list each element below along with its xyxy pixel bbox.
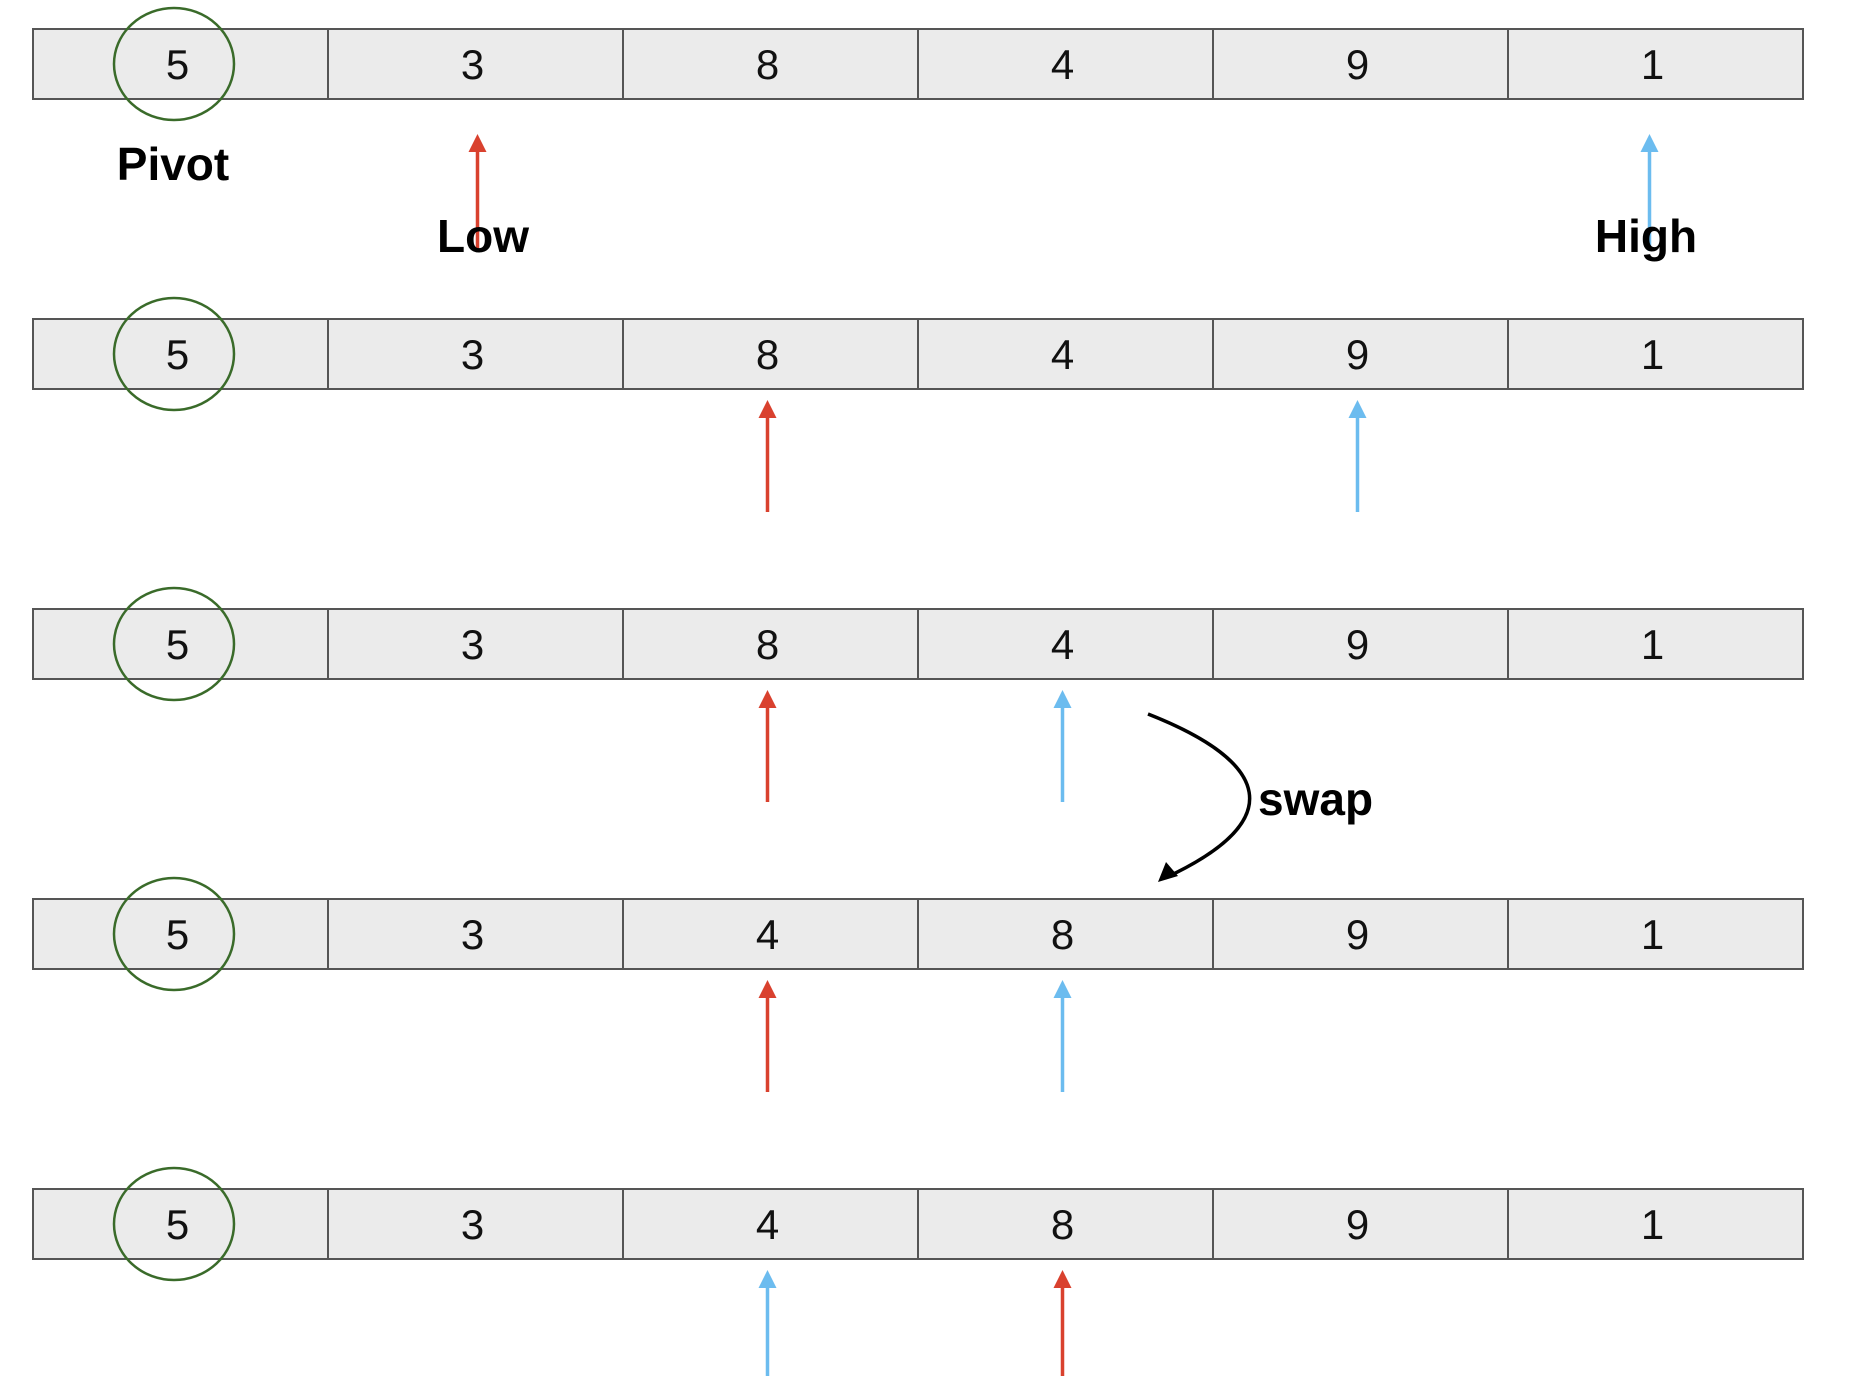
cell-value: 4: [1051, 331, 1074, 378]
cell-value: 1: [1641, 911, 1664, 958]
pivot-circle: [112, 1166, 236, 1282]
cell-value: 1: [1641, 1201, 1664, 1248]
cell-value: 8: [756, 621, 779, 668]
low-pointer-arrow: [1053, 1270, 1072, 1376]
array-cell: [1507, 318, 1804, 390]
array-cell: [32, 608, 329, 680]
cell-value: 4: [1051, 41, 1074, 88]
cell-value: 5: [166, 331, 189, 378]
array-row: 5 3 8 4 9 1: [32, 6, 1804, 122]
low-pointer-arrow: [468, 134, 487, 251]
array-row: 5 3 8 4 9 1: [32, 296, 1804, 412]
array-cell: [1212, 608, 1509, 680]
array-cell: [327, 1188, 624, 1260]
high-pointer-arrow: [1348, 400, 1367, 512]
array-cell: [327, 318, 624, 390]
cell-value: 3: [461, 911, 484, 958]
array-cell: [32, 28, 329, 100]
cell-value: 5: [166, 911, 189, 958]
high-pointer-arrow: [1640, 134, 1659, 251]
cell-value: 3: [461, 41, 484, 88]
cell-value: 9: [1346, 1201, 1369, 1248]
array-cell: [917, 318, 1214, 390]
array-cell: [1507, 898, 1804, 970]
array-rows: 5 3 8 4 9 1 5 3 8 4 9 1 5 3 8 4 9 1 5 3 4 8 9 1 5 3 4 8 9 1: [32, 6, 1804, 1282]
array-cell: [1212, 318, 1509, 390]
array-cell: [32, 318, 329, 390]
low-pointer-arrow: [758, 690, 777, 802]
low-label: Low: [437, 210, 529, 262]
cell-value: 3: [461, 331, 484, 378]
pivot-label: Pivot: [117, 138, 229, 190]
high-pointer-arrow: [758, 1270, 777, 1376]
low-pointer-arrow: [758, 980, 777, 1092]
cell-value: 3: [461, 1201, 484, 1248]
cell-value: 9: [1346, 621, 1369, 668]
array-cell: [327, 608, 624, 680]
cell-value: 4: [1051, 621, 1074, 668]
cell-value: 5: [166, 621, 189, 668]
array-row: 5 3 4 8 9 1: [32, 1166, 1804, 1282]
cell-value: 8: [1051, 1201, 1074, 1248]
cell-value: 8: [756, 41, 779, 88]
pivot-circle: [112, 6, 236, 122]
cell-value: 8: [756, 331, 779, 378]
array-cell: [622, 28, 919, 100]
array-cell: [1212, 1188, 1509, 1260]
array-cell: [1507, 1188, 1804, 1260]
array-cell: [32, 1188, 329, 1260]
high-pointer-arrow: [1053, 690, 1072, 802]
pivot-circle: [112, 876, 236, 992]
swap-label: swap: [1258, 773, 1373, 825]
array-cell: [1212, 28, 1509, 100]
pointer-arrows: [468, 134, 1659, 1376]
pivot-circle: [112, 586, 236, 702]
array-cell: [327, 28, 624, 100]
array-cell: [917, 1188, 1214, 1260]
cell-value: 8: [1051, 911, 1074, 958]
array-row: 5 3 4 8 9 1: [32, 876, 1804, 992]
cell-value: 9: [1346, 331, 1369, 378]
array-cell: [917, 898, 1214, 970]
array-cell: [32, 898, 329, 970]
array-cell: [622, 608, 919, 680]
cell-value: 5: [166, 41, 189, 88]
array-cell: [622, 318, 919, 390]
array-cell: [917, 608, 1214, 680]
array-cell: [327, 898, 624, 970]
cell-value: 1: [1641, 331, 1664, 378]
array-row: 5 3 8 4 9 1: [32, 586, 1804, 702]
cell-value: 3: [461, 621, 484, 668]
high-pointer-arrow: [1053, 980, 1072, 1092]
array-cell: [622, 898, 919, 970]
array-cell: [1507, 28, 1804, 100]
cell-value: 4: [756, 1201, 779, 1248]
cell-value: 1: [1641, 41, 1664, 88]
cell-value: 9: [1346, 41, 1369, 88]
cell-value: 5: [166, 1201, 189, 1248]
array-cell: [622, 1188, 919, 1260]
array-cell: [1507, 608, 1804, 680]
swap-arrow: [1147, 712, 1252, 882]
pivot-circle: [112, 296, 236, 412]
low-pointer-arrow: [758, 400, 777, 512]
cell-value: 4: [756, 911, 779, 958]
high-label: High: [1595, 210, 1697, 262]
cell-value: 9: [1346, 911, 1369, 958]
cell-value: 1: [1641, 621, 1664, 668]
